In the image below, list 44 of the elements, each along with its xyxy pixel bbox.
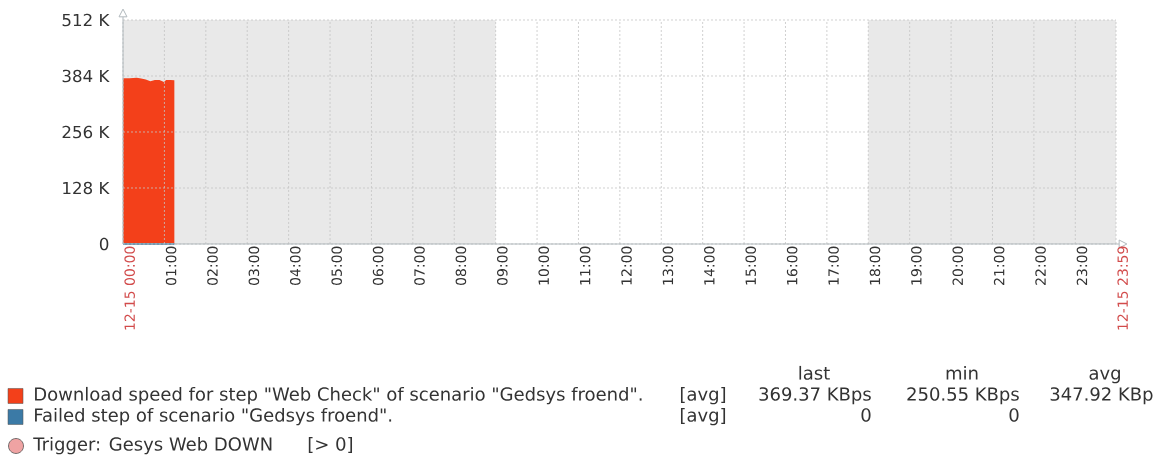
x-tick-label: 11:00	[579, 246, 591, 285]
x-tick-label: 17:00	[828, 246, 839, 285]
y-tick-label: 384 K	[62, 69, 110, 83]
x-tick-label: 12-15 00:00	[124, 246, 135, 330]
x-tick-label: 07:00	[414, 246, 425, 286]
x-tick-label: 18:00	[869, 246, 881, 285]
text: [> 0]	[308, 436, 353, 453]
x-tick-label: 16:00	[786, 246, 798, 285]
x-tick-label: 05:00	[331, 246, 342, 286]
text: 0	[1009, 408, 1019, 422]
text: [avg]	[680, 407, 726, 426]
legend-label: Download speed for step "Web Check" of scenario "Gedsys froend".	[35, 386, 642, 405]
y-tick-label: 128 K	[63, 181, 110, 195]
text: min	[946, 365, 978, 380]
x-tick-label: 12:00	[621, 246, 632, 285]
x-tick-label: 14:00	[704, 246, 715, 285]
y-tick-label: 0	[99, 237, 109, 251]
text: last	[799, 365, 830, 380]
x-tick-label: 01:00	[165, 246, 177, 286]
x-tick-label: 02:00	[207, 246, 218, 286]
x-tick-label: 04:00	[290, 246, 301, 286]
y-tick-label: 256 K	[62, 125, 110, 139]
text: 0	[861, 408, 871, 422]
text: 250.55 KBps	[907, 387, 1019, 405]
x-tick-label: 06:00	[372, 246, 384, 286]
x-tick-label: 19:00	[911, 246, 922, 285]
y-tick-label: 512 K	[62, 13, 110, 27]
x-tick-label: 21:00	[993, 246, 1005, 285]
legend-label: Failed step of scenario "Gedsys froend".	[35, 407, 392, 426]
x-tick-label: 10:00	[538, 246, 549, 285]
text: avg	[1089, 369, 1120, 384]
text: Trigger: Gesys Web DOWN	[33, 436, 272, 455]
x-tick-label: 15:00	[745, 246, 757, 285]
x-tick-label: 09:00	[497, 246, 508, 286]
x-tick-label: 03:00	[248, 246, 260, 286]
x-tick-label: 22:00	[1035, 246, 1046, 285]
x-tick-label: 12-15 23:59	[1117, 246, 1128, 330]
text: [avg]	[680, 386, 726, 405]
text: 369.37 KBps	[759, 387, 871, 405]
x-tick-label: 20:00	[952, 246, 964, 285]
x-tick-label: 13:00	[662, 246, 674, 285]
x-tick-label: 23:00	[1076, 246, 1088, 285]
x-tick-label: 08:00	[455, 246, 467, 286]
text: 347.92 KBp	[1050, 387, 1153, 405]
